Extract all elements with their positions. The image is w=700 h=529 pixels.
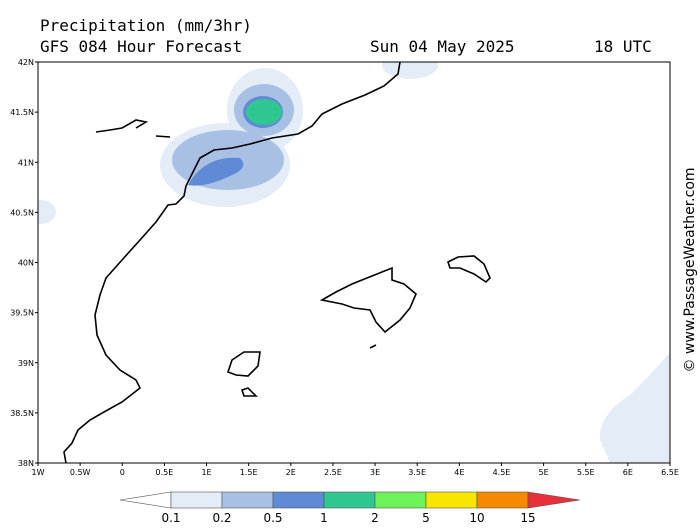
lon-label: 1W <box>32 468 45 477</box>
lon-label: 5.5E <box>577 468 595 477</box>
watermark: © www.PassageWeather.com <box>682 167 698 372</box>
coastlines <box>63 61 491 464</box>
lat-label: 41N <box>18 158 34 167</box>
lon-label: 0.5E <box>156 468 174 477</box>
title: Precipitation (mm/3hr) <box>40 16 252 35</box>
lat-label: 41.5N <box>10 108 34 117</box>
colorbar-arrow <box>119 491 172 509</box>
colorbar-segment <box>170 491 223 509</box>
lat-label: 38.5N <box>10 409 34 418</box>
lon-label: 0.5W <box>70 468 91 477</box>
lat-label: 42N <box>18 58 34 67</box>
colorbar-label: 10 <box>469 511 484 525</box>
lon-label: 0 <box>120 468 125 477</box>
colorbar-segment <box>425 491 478 509</box>
colorbar: 0.1 0.2 0.5 1 2 5 10 15 <box>119 491 581 525</box>
lon-label: 4E <box>454 468 464 477</box>
colorbar-segment <box>323 491 376 509</box>
lat-label: 38N <box>18 459 34 468</box>
lon-label: 6.5E <box>661 468 679 477</box>
colorbar-label: 15 <box>520 511 535 525</box>
lon-label: 5E <box>539 468 549 477</box>
colorbar-label: 2 <box>371 511 379 525</box>
time: 18 UTC <box>594 37 652 56</box>
colorbar-label: 0.5 <box>263 511 282 525</box>
colorbar-label: 0.1 <box>161 511 180 525</box>
lat-label: 39N <box>18 359 34 368</box>
lon-label: 1.5E <box>240 468 258 477</box>
lat-label: 39.5N <box>10 309 34 318</box>
lon-label: 3E <box>370 468 380 477</box>
colorbar-segment <box>476 491 529 509</box>
lon-label: 2E <box>286 468 296 477</box>
date: Sun 04 May 2025 <box>370 37 515 56</box>
lon-label: 2.5E <box>324 468 342 477</box>
lon-label: 4.5E <box>493 468 511 477</box>
colorbar-label: 0.2 <box>212 511 231 525</box>
lat-label: 40.5N <box>10 208 34 217</box>
colorbar-segment <box>221 491 274 509</box>
precipitation <box>38 62 670 463</box>
colorbar-segment <box>272 491 325 509</box>
colorbar-label: 1 <box>320 511 328 525</box>
colorbar-label: 5 <box>422 511 430 525</box>
lat-label: 40N <box>18 259 34 268</box>
lon-label: 1E <box>201 468 211 477</box>
colorbar-segment <box>374 491 427 509</box>
subtitle: GFS 084 Hour Forecast <box>40 37 242 56</box>
lon-label: 3.5E <box>408 468 426 477</box>
colorbar-arrow <box>527 491 581 509</box>
map-area <box>37 61 671 464</box>
lon-label: 6E <box>623 468 633 477</box>
